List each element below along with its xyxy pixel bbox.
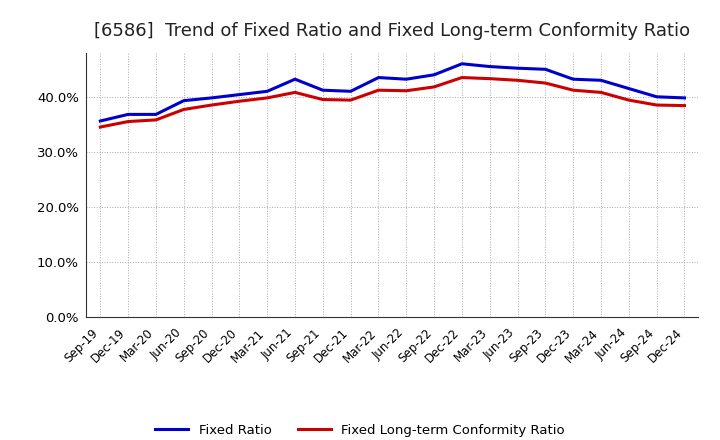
- Title: [6586]  Trend of Fixed Ratio and Fixed Long-term Conformity Ratio: [6586] Trend of Fixed Ratio and Fixed Lo…: [94, 22, 690, 40]
- Fixed Ratio: [597, 77, 606, 83]
- Fixed Ratio: [96, 118, 104, 124]
- Fixed Ratio: [235, 92, 243, 97]
- Fixed Ratio: [485, 64, 494, 69]
- Fixed Long-term Conformity Ratio: [624, 97, 633, 103]
- Fixed Ratio: [346, 88, 355, 94]
- Fixed Long-term Conformity Ratio: [207, 103, 216, 108]
- Fixed Long-term Conformity Ratio: [235, 99, 243, 104]
- Fixed Long-term Conformity Ratio: [402, 88, 410, 93]
- Fixed Long-term Conformity Ratio: [374, 88, 383, 93]
- Fixed Ratio: [652, 94, 661, 99]
- Fixed Ratio: [124, 112, 132, 117]
- Fixed Long-term Conformity Ratio: [179, 107, 188, 112]
- Fixed Long-term Conformity Ratio: [96, 125, 104, 130]
- Fixed Ratio: [569, 77, 577, 82]
- Fixed Long-term Conformity Ratio: [597, 90, 606, 95]
- Fixed Ratio: [680, 95, 689, 101]
- Fixed Ratio: [402, 77, 410, 82]
- Fixed Ratio: [624, 86, 633, 91]
- Fixed Ratio: [263, 88, 271, 94]
- Fixed Long-term Conformity Ratio: [291, 90, 300, 95]
- Fixed Ratio: [318, 88, 327, 93]
- Fixed Ratio: [179, 98, 188, 103]
- Fixed Ratio: [513, 66, 522, 71]
- Fixed Long-term Conformity Ratio: [346, 97, 355, 103]
- Fixed Ratio: [458, 61, 467, 66]
- Fixed Long-term Conformity Ratio: [569, 88, 577, 93]
- Line: Fixed Long-term Conformity Ratio: Fixed Long-term Conformity Ratio: [100, 77, 685, 127]
- Fixed Long-term Conformity Ratio: [485, 76, 494, 81]
- Fixed Long-term Conformity Ratio: [541, 81, 550, 86]
- Fixed Long-term Conformity Ratio: [458, 75, 467, 80]
- Fixed Ratio: [291, 77, 300, 82]
- Fixed Long-term Conformity Ratio: [430, 84, 438, 90]
- Fixed Long-term Conformity Ratio: [513, 77, 522, 83]
- Fixed Long-term Conformity Ratio: [263, 95, 271, 101]
- Fixed Ratio: [374, 75, 383, 80]
- Legend: Fixed Ratio, Fixed Long-term Conformity Ratio: Fixed Ratio, Fixed Long-term Conformity …: [150, 418, 570, 440]
- Fixed Ratio: [541, 66, 550, 72]
- Fixed Long-term Conformity Ratio: [318, 97, 327, 102]
- Fixed Long-term Conformity Ratio: [124, 119, 132, 124]
- Line: Fixed Ratio: Fixed Ratio: [100, 64, 685, 121]
- Fixed Ratio: [207, 95, 216, 101]
- Fixed Ratio: [152, 112, 161, 117]
- Fixed Long-term Conformity Ratio: [152, 117, 161, 122]
- Fixed Long-term Conformity Ratio: [652, 103, 661, 108]
- Fixed Long-term Conformity Ratio: [680, 103, 689, 108]
- Fixed Ratio: [430, 72, 438, 77]
